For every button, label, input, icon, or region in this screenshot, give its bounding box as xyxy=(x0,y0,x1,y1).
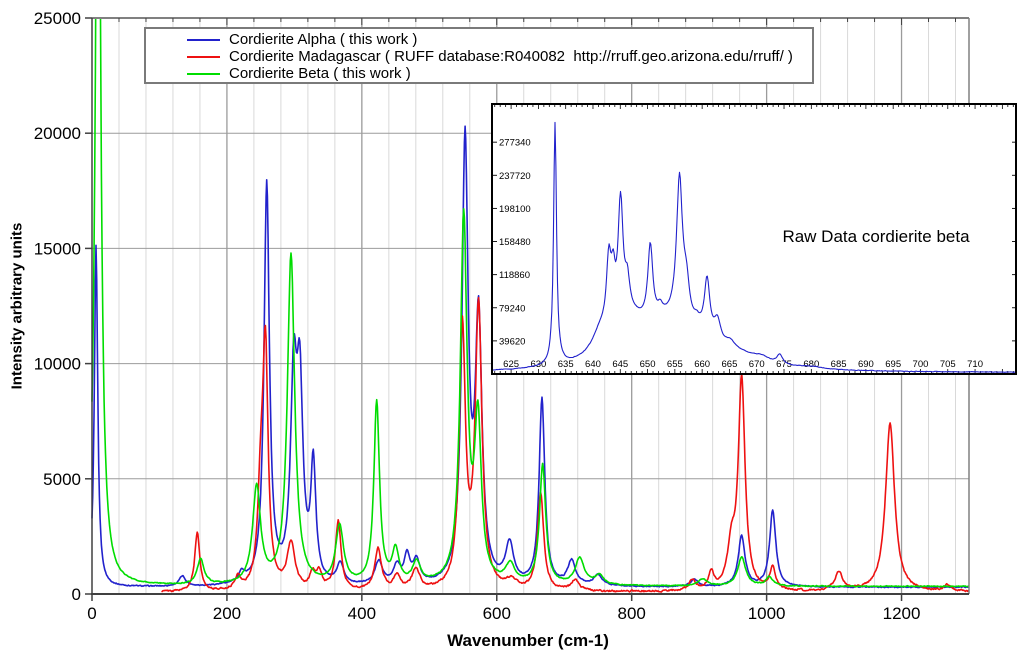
inset-x-tick-label: 675 xyxy=(776,359,792,370)
series-line-raw-beta xyxy=(493,121,1015,373)
series-line-cordierite-madagascar xyxy=(161,296,970,593)
inset-y-tick-label: 118860 xyxy=(499,270,530,281)
x-tick-label: 400 xyxy=(348,604,376,623)
inset-x-tick-label: 635 xyxy=(558,359,574,370)
x-tick-label: 200 xyxy=(213,604,241,623)
inset-x-tick-label: 700 xyxy=(913,359,929,370)
inset-title: Raw Data cordierite beta xyxy=(782,227,970,246)
y-tick-label: 0 xyxy=(72,585,81,604)
inset-x-tick-label: 685 xyxy=(831,359,847,370)
x-tick-label: 1000 xyxy=(748,604,786,623)
x-tick-label: 600 xyxy=(483,604,511,623)
inset-x-tick-label: 650 xyxy=(640,359,656,370)
y-tick-label: 15000 xyxy=(34,239,81,258)
legend-item-label: Cordierite Alpha ( this work ) xyxy=(229,31,418,48)
series-line-cordierite-beta xyxy=(91,18,970,588)
inset-y-tick-label: 158480 xyxy=(499,237,531,248)
inset-x-tick-label: 655 xyxy=(667,359,683,370)
x-tick-label: 0 xyxy=(87,604,96,623)
legend-item-cordierite-madagascar: Cordierite Madagascar ( RUFF database:R0… xyxy=(146,48,812,65)
y-tick-label: 10000 xyxy=(34,355,81,374)
inset-x-tick-label: 625 xyxy=(503,359,519,370)
inset-raw-data-plot: 625 630 635 640 645 650 655 660 665 670 675 680 685 6… xyxy=(491,103,1017,375)
x-axis-title: Wavenumber (cm-1) xyxy=(447,631,609,650)
y-tick-label: 5000 xyxy=(43,470,81,489)
y-tick-label: 20000 xyxy=(34,124,81,143)
legend-line-sample xyxy=(187,55,220,58)
inset-y-tick-label: 198100 xyxy=(499,204,531,215)
legend-item-cordierite-beta: Cordierite Beta ( this work ) xyxy=(146,65,812,82)
legend-line-sample xyxy=(187,38,220,41)
inset-y-tick-label: 277340 xyxy=(499,138,531,149)
inset-x-tick-label: 665 xyxy=(722,359,738,370)
x-tick-label: 1200 xyxy=(883,604,921,623)
inset-x-tick-label: 660 xyxy=(694,359,710,370)
inset-y-tick-label: 237720 xyxy=(499,171,531,182)
legend-line-sample xyxy=(187,72,220,75)
x-tick-label: 800 xyxy=(618,604,646,623)
inset-box xyxy=(491,103,1017,375)
series-line-cordierite-alpha xyxy=(91,125,970,589)
legend-item-cordierite-alpha: Cordierite Alpha ( this work ) xyxy=(146,31,812,48)
inset-x-tick-label: 690 xyxy=(858,359,874,370)
y-tick-label: 25000 xyxy=(34,9,81,28)
inset-x-tick-label: 645 xyxy=(612,359,628,370)
inset-x-tick-label: 670 xyxy=(749,359,765,370)
legend: Cordierite Alpha ( this work ) Cordierite… xyxy=(144,27,814,84)
y-axis-title: Intensity arbitrary units xyxy=(8,222,26,390)
inset-y-tick-label: 79240 xyxy=(499,303,525,314)
inset-x-tick-label: 710 xyxy=(967,359,983,370)
inset-x-tick-label: 640 xyxy=(585,359,601,370)
main-series xyxy=(91,18,970,593)
inset-y-tick-label: 39620 xyxy=(499,336,525,347)
legend-item-label: Cordierite Madagascar ( RUFF database:R0… xyxy=(229,48,793,65)
inset-x-tick-label: 695 xyxy=(885,359,901,370)
legend-item-label: Cordierite Beta ( this work ) xyxy=(229,65,411,82)
inset-x-tick-label: 705 xyxy=(940,359,956,370)
inset-x-tick-label: 680 xyxy=(803,359,819,370)
